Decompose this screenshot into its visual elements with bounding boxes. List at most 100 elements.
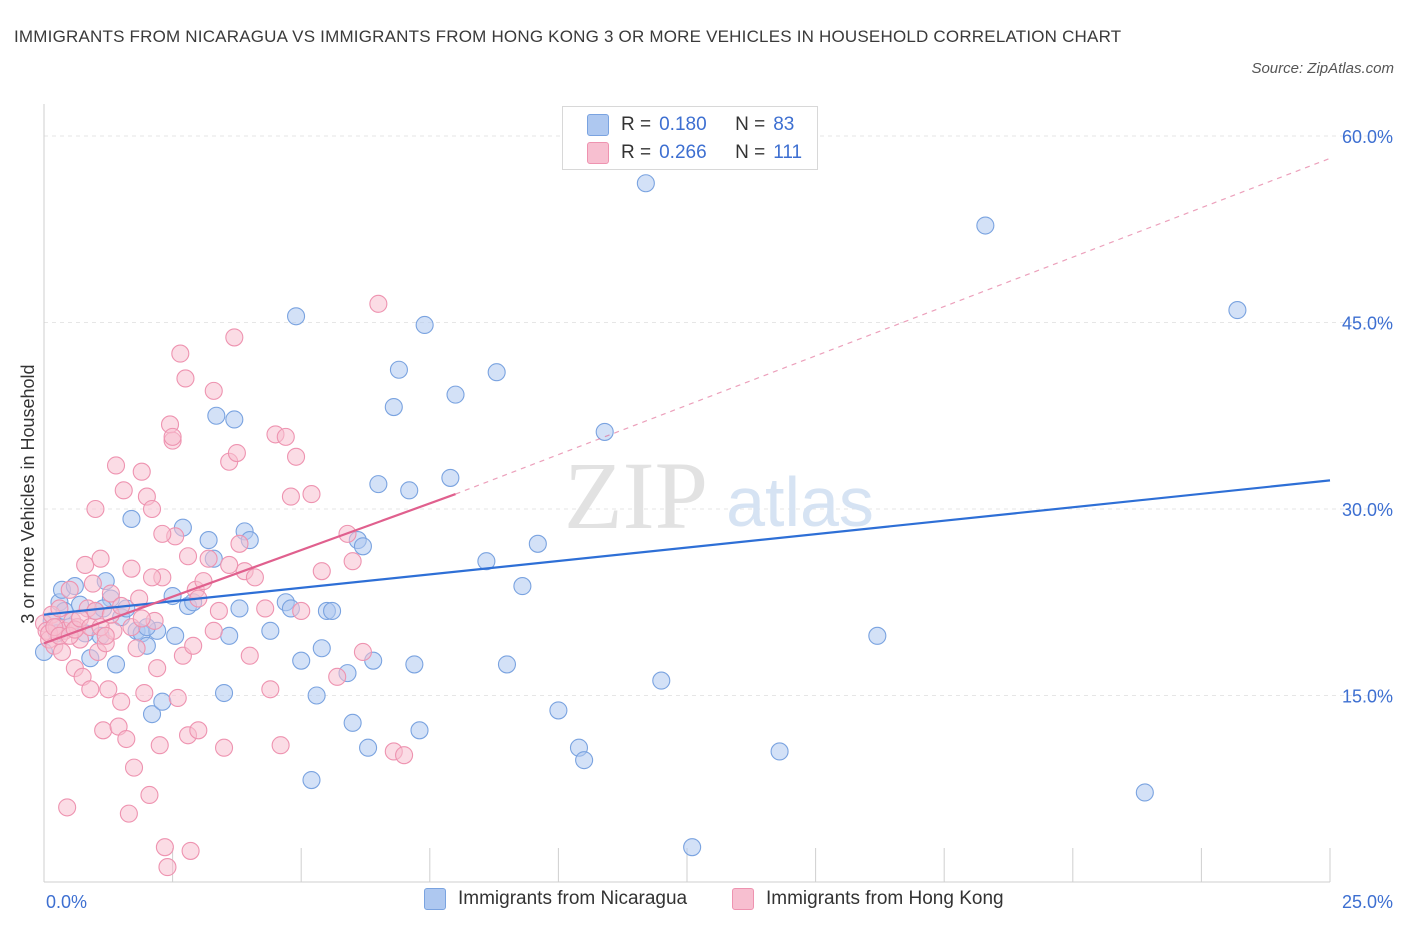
hongkong-point	[117, 729, 136, 749]
hongkong-point	[225, 328, 244, 347]
hongkong-point	[91, 549, 110, 568]
nicaragua-point	[868, 626, 887, 645]
y-tick-label: 45.0%	[1342, 314, 1393, 334]
hongkong-point	[230, 534, 249, 553]
hongkong-trend-extension	[455, 157, 1331, 495]
nicaragua-point	[142, 705, 162, 724]
hongkong-trend-line	[43, 493, 456, 645]
nicaragua-point	[214, 683, 234, 703]
nicaragua-point	[1135, 783, 1154, 802]
hongkong-point	[312, 562, 331, 581]
nicaragua-point	[549, 701, 568, 720]
nicaragua-point	[122, 509, 141, 528]
chart-title: IMMIGRANTS FROM NICARAGUA VS IMMIGRANTS …	[14, 27, 1122, 46]
hongkong-point	[209, 601, 228, 621]
nicaragua-point	[353, 537, 372, 556]
nicaragua-point	[976, 216, 995, 235]
hongkong-point	[199, 549, 218, 568]
series-legend: Immigrants from Nicaragua Immigrants fro…	[0, 888, 1406, 916]
hongkong-point	[271, 736, 290, 755]
source-label: Source: ZipAtlas.com	[1251, 60, 1394, 77]
nicaragua-point	[153, 692, 172, 711]
watermark-zip: ZIP	[564, 442, 708, 549]
hongkong-point	[245, 568, 264, 587]
n-label: N =	[735, 142, 766, 163]
nicaragua-point	[207, 406, 226, 425]
nicaragua-point	[369, 475, 388, 494]
hongkong-point	[240, 646, 259, 665]
nicaragua-point	[575, 751, 594, 770]
hongkong-point	[81, 680, 100, 699]
nicaragua-point	[359, 738, 378, 757]
nicaragua-point	[497, 655, 517, 674]
hongkong-point	[204, 621, 223, 640]
hongkong-point	[163, 427, 182, 446]
trend-layer	[43, 157, 1331, 645]
hongkong-point	[176, 369, 195, 388]
legend-swatch-hongkong	[587, 142, 609, 164]
hongkong-point	[220, 555, 239, 575]
hongkong-point	[140, 785, 159, 805]
nicaragua-point	[389, 360, 408, 379]
y-tick-label: 60.0%	[1342, 127, 1393, 147]
hongkong-point	[214, 738, 234, 757]
points-layer	[34, 174, 1247, 877]
r-label: R =	[621, 114, 652, 135]
y-tick-label: 30.0%	[1342, 500, 1393, 520]
hongkong-point	[194, 572, 213, 591]
hongkong-point	[148, 659, 167, 678]
nicaragua-point	[230, 599, 249, 618]
r-value: 0.180	[659, 114, 707, 135]
hongkong-point	[58, 798, 77, 817]
hongkong-point	[292, 601, 311, 621]
hongkong-point	[150, 736, 169, 755]
nicaragua-point	[636, 174, 655, 193]
hongkong-point	[184, 636, 203, 655]
nicaragua-point	[302, 770, 321, 790]
nicaragua-point	[477, 552, 496, 571]
nicaragua-point	[405, 655, 424, 674]
nicaragua-point	[261, 621, 280, 640]
hongkong-point	[343, 552, 362, 571]
nicaragua-point	[287, 307, 306, 326]
hongkong-point	[158, 858, 177, 877]
hongkong-point	[227, 443, 246, 463]
hongkong-point	[132, 609, 151, 628]
y-axis-label: 3 or more Vehicles in Household	[18, 364, 38, 623]
nicaragua-point	[441, 468, 460, 487]
hongkong-point	[60, 580, 79, 599]
hongkong-point	[395, 746, 414, 765]
stats-legend-row-nicaragua: R = 0.180 N = 83	[587, 112, 794, 138]
n-value: 111	[773, 142, 803, 163]
hongkong-point	[178, 547, 198, 566]
hongkong-point	[86, 499, 105, 519]
nicaragua-point	[312, 639, 331, 658]
hongkong-point	[276, 427, 295, 446]
hongkong-point	[83, 574, 102, 593]
watermark-atlas: atlas	[726, 463, 874, 541]
watermark: ZIP atlas	[564, 442, 874, 549]
nicaragua-point	[384, 397, 403, 417]
nicaragua-point	[415, 315, 434, 335]
nicaragua-point	[106, 655, 126, 674]
hongkong-point	[130, 589, 149, 608]
nicaragua-point	[307, 686, 326, 705]
hongkong-point	[369, 294, 388, 313]
hongkong-point	[135, 683, 154, 703]
nicaragua-point	[410, 721, 429, 740]
r-label: R =	[621, 142, 652, 163]
nicaragua-point	[487, 363, 506, 382]
nicaragua-point	[683, 838, 702, 857]
nicaragua-point	[343, 713, 362, 732]
hongkong-point	[101, 584, 120, 603]
r-value: 0.266	[659, 142, 707, 163]
hongkong-point	[281, 487, 300, 506]
series-swatch-hongkong	[732, 888, 754, 910]
series-label-nicaragua: Immigrants from Nicaragua	[458, 888, 688, 909]
n-value: 83	[773, 114, 795, 135]
hongkong-point	[261, 680, 280, 699]
hongkong-point	[112, 692, 131, 711]
x-tick-label: 0.0%	[46, 892, 87, 912]
nicaragua-point	[446, 385, 465, 404]
hongkong-point	[124, 758, 144, 777]
